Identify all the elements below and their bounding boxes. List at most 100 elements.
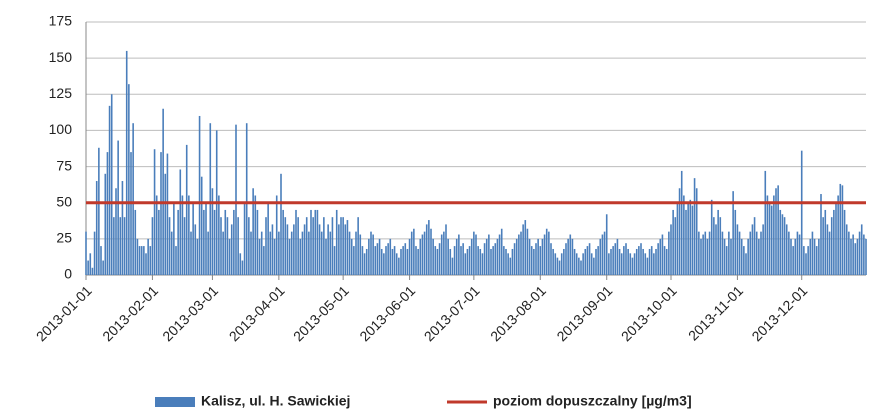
- bar: [725, 246, 728, 275]
- bar: [792, 246, 794, 275]
- bar: [830, 217, 833, 275]
- bar: [631, 257, 634, 275]
- bar: [713, 217, 715, 275]
- bar: [567, 238, 569, 275]
- bar: [271, 224, 274, 275]
- bar: [434, 246, 437, 275]
- x-tick-label: 2013-12-01: [748, 282, 810, 344]
- bar: [263, 246, 265, 275]
- bar: [102, 260, 104, 275]
- bar: [207, 231, 209, 275]
- bar: [511, 248, 514, 275]
- bar: [136, 238, 139, 275]
- bar: [528, 238, 531, 275]
- bar: [320, 231, 323, 275]
- bar: [505, 248, 507, 275]
- x-tick-label: 2013-02-01: [99, 282, 161, 344]
- bar: [389, 238, 392, 275]
- bar: [760, 231, 762, 275]
- bar: [826, 224, 829, 275]
- bar: [723, 238, 726, 275]
- bar: [462, 243, 464, 275]
- bar: [250, 231, 252, 275]
- bar: [655, 248, 657, 275]
- bar: [284, 217, 287, 275]
- bar: [845, 224, 848, 275]
- bar: [89, 253, 92, 275]
- bar: [443, 231, 445, 275]
- bar: [659, 238, 662, 275]
- bar: [552, 248, 554, 275]
- bar: [496, 238, 499, 275]
- bar: [582, 253, 584, 275]
- bar: [100, 246, 102, 275]
- bar: [230, 224, 233, 275]
- bar: [353, 246, 355, 275]
- bar: [537, 238, 539, 275]
- bar: [188, 195, 190, 275]
- bar: [134, 209, 137, 275]
- bar: [265, 217, 267, 275]
- bar: [593, 257, 595, 275]
- bar: [455, 238, 458, 275]
- bar: [438, 243, 441, 275]
- bar: [406, 248, 409, 275]
- bar: [719, 217, 722, 275]
- bar: [398, 257, 400, 275]
- bar: [248, 217, 250, 275]
- bar: [773, 195, 775, 275]
- bar: [260, 231, 263, 275]
- bar: [308, 231, 310, 275]
- bar: [329, 231, 332, 275]
- bar: [661, 234, 664, 275]
- bar: [280, 173, 282, 275]
- bar: [475, 234, 477, 275]
- bar: [815, 246, 818, 275]
- bar: [796, 231, 799, 275]
- bar: [535, 243, 537, 275]
- bar: [843, 209, 846, 275]
- bar: [865, 238, 867, 275]
- bar: [837, 195, 839, 275]
- bar: [256, 209, 259, 275]
- bar: [578, 257, 580, 275]
- bar: [777, 185, 779, 275]
- bar: [850, 238, 852, 275]
- bar: [803, 246, 805, 275]
- bar: [196, 238, 199, 275]
- bar: [648, 248, 651, 275]
- bar: [738, 231, 741, 275]
- bar: [340, 217, 342, 275]
- bar: [123, 217, 126, 275]
- bar: [269, 231, 272, 275]
- bar: [393, 246, 396, 275]
- bar: [518, 234, 520, 275]
- bar: [138, 246, 141, 275]
- bar: [200, 176, 203, 275]
- bar: [811, 231, 814, 275]
- bar: [155, 195, 158, 275]
- bar: [440, 234, 443, 275]
- bar: [580, 260, 582, 275]
- bar: [421, 234, 424, 275]
- bar: [346, 220, 349, 275]
- bar: [747, 238, 749, 275]
- bar: [325, 238, 327, 275]
- bar: [779, 209, 782, 275]
- bar: [848, 231, 850, 275]
- bar: [833, 209, 835, 275]
- bar: [785, 224, 788, 275]
- bar: [488, 234, 490, 275]
- bar: [595, 248, 597, 275]
- bar: [128, 84, 130, 275]
- bar: [573, 248, 576, 275]
- bar: [380, 248, 383, 275]
- bar: [629, 253, 632, 275]
- bar: [841, 185, 844, 275]
- bar: [290, 231, 293, 275]
- bar: [303, 224, 306, 275]
- bar: [314, 209, 317, 275]
- bar: [758, 238, 760, 275]
- bar: [762, 224, 764, 275]
- bar: [275, 195, 278, 275]
